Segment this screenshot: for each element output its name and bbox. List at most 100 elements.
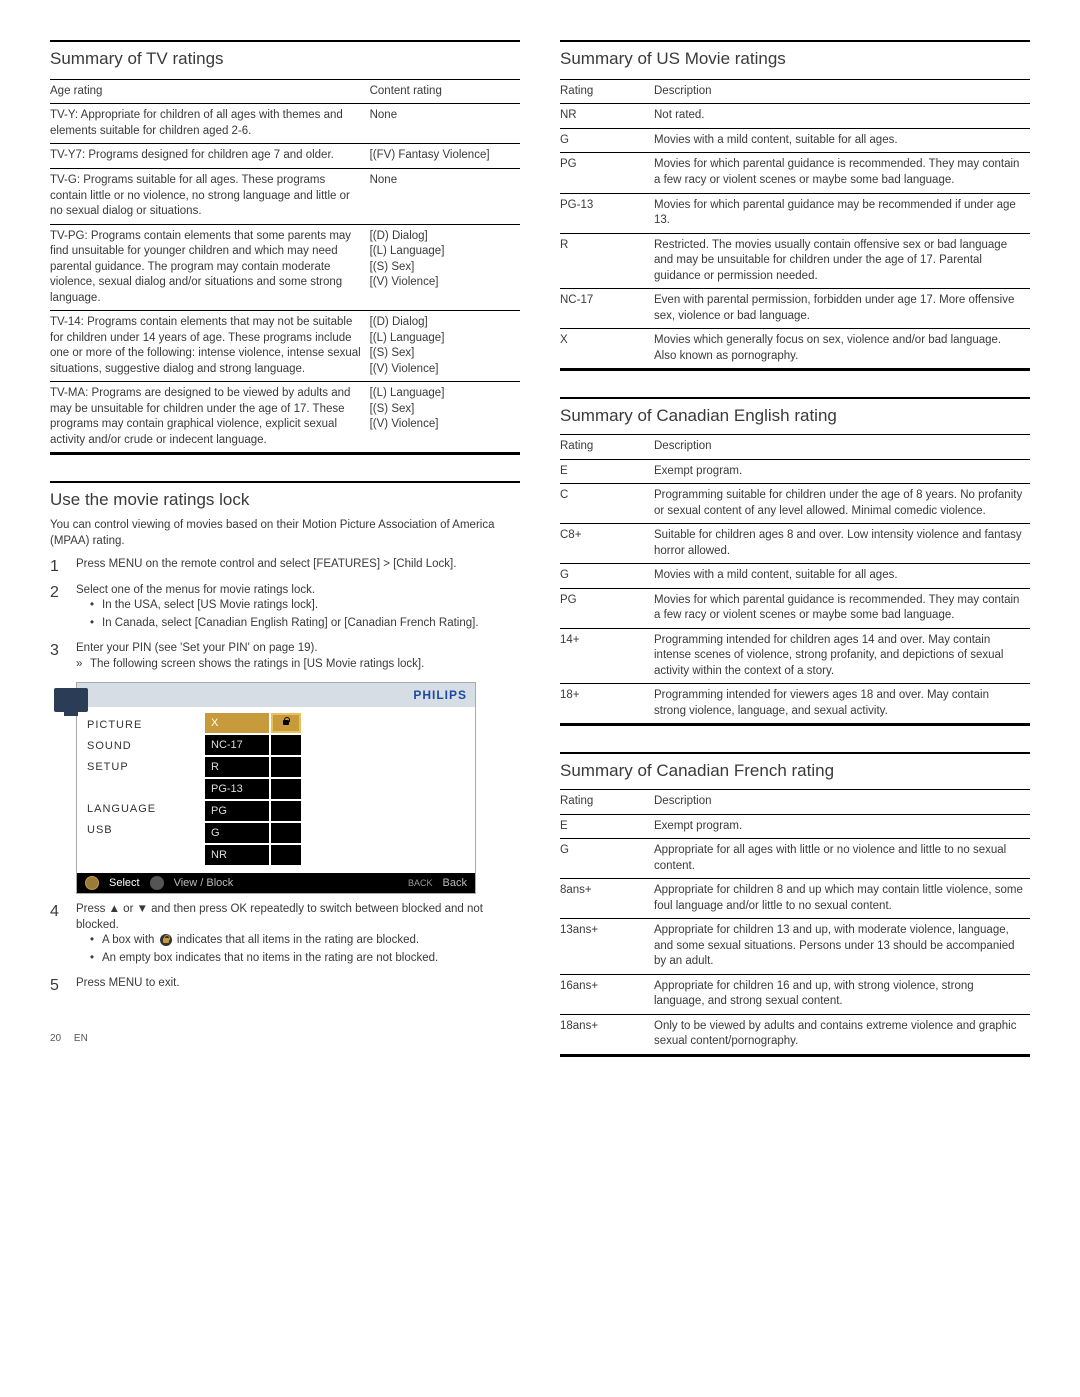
ok-icon bbox=[150, 876, 164, 890]
cell-age: TV-Y: Appropriate for children of all ag… bbox=[50, 104, 370, 144]
cell-desc: Not rated. bbox=[654, 104, 1030, 129]
cell-age: TV-G: Programs suitable for all ages. Th… bbox=[50, 169, 370, 225]
tv-icon bbox=[54, 688, 88, 712]
cell-rating: C8+ bbox=[560, 524, 654, 564]
tv-rating-row: NC-17 bbox=[205, 735, 467, 755]
table-row: C8+Suitable for children ages 8 and over… bbox=[560, 524, 1030, 564]
table-row: RRestricted. The movies usually contain … bbox=[560, 233, 1030, 289]
cell-rating: G bbox=[560, 128, 654, 153]
can-en-body: EExempt program.CProgramming suitable fo… bbox=[560, 459, 1030, 724]
cell-age: TV-MA: Programs are designed to be viewe… bbox=[50, 382, 370, 453]
cell-desc: Exempt program. bbox=[654, 814, 1030, 839]
cell-rating: 13ans+ bbox=[560, 919, 654, 975]
tv-rating-box bbox=[271, 713, 301, 733]
tv-ratings-list: XNC-17RPG-13PGGNR bbox=[197, 707, 475, 873]
bottom-back: Back bbox=[443, 876, 467, 891]
cell-desc: Movies for which parental guidance may b… bbox=[654, 193, 1030, 233]
cell-rating: E bbox=[560, 814, 654, 839]
step-2-b1: In the USA, select [US Movie ratings loc… bbox=[90, 598, 520, 614]
left-column: Summary of TV ratings Age rating Content… bbox=[50, 40, 520, 1057]
pagenum-lang: EN bbox=[74, 1033, 88, 1044]
cell-desc: Movies for which parental guidance is re… bbox=[654, 588, 1030, 628]
step-4-b2: An empty box indicates that no items in … bbox=[90, 951, 520, 967]
table-row: GMovies with a mild content, suitable fo… bbox=[560, 564, 1030, 589]
tv-rating-label: R bbox=[205, 757, 269, 777]
tv-side-menu: PICTURESOUNDSETUP LANGUAGEUSB bbox=[77, 707, 197, 873]
th-desc: Description bbox=[654, 435, 1030, 460]
can-fr-title: Summary of Canadian French rating bbox=[560, 752, 1030, 783]
tv-bottom-bar: Select View / Block BACK Back bbox=[77, 873, 475, 893]
tv-rating-label: NC-17 bbox=[205, 735, 269, 755]
steps: Press MENU on the remote control and sel… bbox=[50, 557, 520, 672]
tv-side-item bbox=[87, 778, 187, 799]
nav-ring-icon bbox=[85, 876, 99, 890]
cell-rating: 8ans+ bbox=[560, 879, 654, 919]
step-2: Select one of the menus for movie rating… bbox=[50, 583, 520, 632]
table-row: TV-Y7: Programs designed for children ag… bbox=[50, 144, 520, 169]
us-movie-table: Rating Description NRNot rated.GMovies w… bbox=[560, 79, 1030, 369]
cell-content: [(FV) Fantasy Violence] bbox=[370, 144, 520, 169]
cell-rating: E bbox=[560, 459, 654, 484]
cell-desc: Movies which generally focus on sex, vio… bbox=[654, 329, 1030, 369]
table-row: TV-Y: Appropriate for children of all ag… bbox=[50, 104, 520, 144]
table-row: NRNot rated. bbox=[560, 104, 1030, 129]
cell-age: TV-Y7: Programs designed for children ag… bbox=[50, 144, 370, 169]
table-row: PGMovies for which parental guidance is … bbox=[560, 588, 1030, 628]
tv-rating-row: X bbox=[205, 713, 467, 733]
th-rating: Rating bbox=[560, 79, 654, 104]
step-4: Press ▲ or ▼ and then press OK repeatedl… bbox=[50, 902, 520, 966]
rule bbox=[560, 1055, 1030, 1057]
cell-rating: NC-17 bbox=[560, 289, 654, 329]
lock-icon bbox=[280, 717, 292, 729]
step-5: Press MENU to exit. bbox=[50, 976, 520, 992]
tv-side-item: PICTURE bbox=[87, 715, 187, 736]
table-row: EExempt program. bbox=[560, 814, 1030, 839]
step-2-text: Select one of the menus for movie rating… bbox=[76, 584, 315, 596]
step-4-text: Press ▲ or ▼ and then press OK repeatedl… bbox=[76, 903, 483, 931]
cell-desc: Suitable for children ages 8 and over. L… bbox=[654, 524, 1030, 564]
cell-content: None bbox=[370, 169, 520, 225]
tv-ratings-body: TV-Y: Appropriate for children of all ag… bbox=[50, 104, 520, 453]
cell-desc: Movies for which parental guidance is re… bbox=[654, 153, 1030, 193]
tv-side-item: LANGUAGE bbox=[87, 799, 187, 820]
cell-rating: 16ans+ bbox=[560, 974, 654, 1014]
table-row: TV-PG: Programs contain elements that so… bbox=[50, 224, 520, 311]
cell-desc: Only to be viewed by adults and contains… bbox=[654, 1014, 1030, 1054]
tv-rating-box bbox=[271, 823, 301, 843]
cell-rating: G bbox=[560, 564, 654, 589]
cell-rating: PG-13 bbox=[560, 193, 654, 233]
tv-rating-box bbox=[271, 801, 301, 821]
table-row: 18ans+Only to be viewed by adults and co… bbox=[560, 1014, 1030, 1054]
tv-rating-box bbox=[271, 779, 301, 799]
cell-rating: C bbox=[560, 484, 654, 524]
table-row: TV-G: Programs suitable for all ages. Th… bbox=[50, 169, 520, 225]
step-5-text: Press MENU to exit. bbox=[76, 977, 180, 989]
table-row: 18+Programming intended for viewers ages… bbox=[560, 684, 1030, 724]
th-desc: Description bbox=[654, 790, 1030, 815]
step-1-text: Press MENU on the remote control and sel… bbox=[76, 558, 456, 570]
cell-rating: NR bbox=[560, 104, 654, 129]
tv-rating-box bbox=[271, 757, 301, 777]
step-4-b1-a: A box with bbox=[102, 934, 158, 946]
cell-rating: PG bbox=[560, 153, 654, 193]
cell-rating: G bbox=[560, 839, 654, 879]
tv-rating-label: X bbox=[205, 713, 269, 733]
step-4-b1: A box with indicates that all items in t… bbox=[90, 933, 520, 949]
cell-desc: Programming suitable for children under … bbox=[654, 484, 1030, 524]
cell-rating: X bbox=[560, 329, 654, 369]
pagenum-num: 20 bbox=[50, 1033, 61, 1044]
cell-age: TV-14: Programs contain elements that ma… bbox=[50, 311, 370, 382]
th-age: Age rating bbox=[50, 79, 370, 104]
step-3-text: Enter your PIN (see 'Set your PIN' on pa… bbox=[76, 642, 318, 654]
cell-desc: Appropriate for children 16 and up, with… bbox=[654, 974, 1030, 1014]
tv-ratings-table: Age rating Content rating TV-Y: Appropri… bbox=[50, 79, 520, 453]
cell-rating: 18+ bbox=[560, 684, 654, 724]
cell-rating: 18ans+ bbox=[560, 1014, 654, 1054]
rule bbox=[560, 369, 1030, 371]
bottom-select: Select bbox=[109, 876, 140, 891]
tv-ratings-title: Summary of TV ratings bbox=[50, 40, 520, 79]
brand-logo: PHILIPS bbox=[413, 687, 467, 703]
tv-rating-row: PG-13 bbox=[205, 779, 467, 799]
table-row: GAppropriate for all ages with little or… bbox=[560, 839, 1030, 879]
cell-content: [(D) Dialog] [(L) Language] [(S) Sex] [(… bbox=[370, 311, 520, 382]
